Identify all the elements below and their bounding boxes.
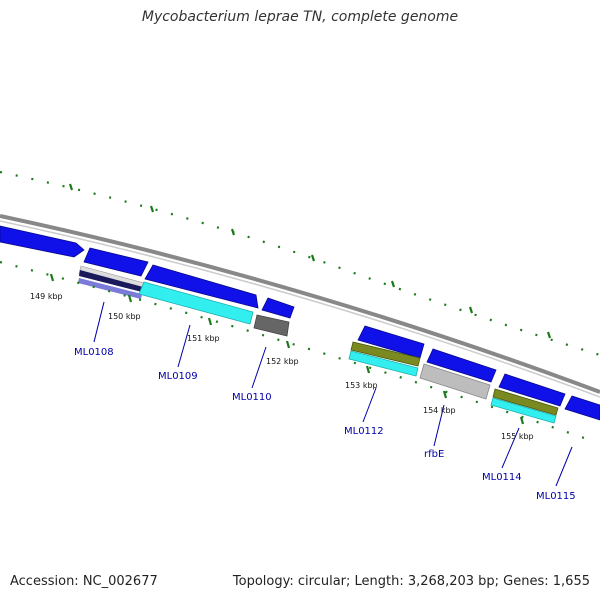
tick-label: 154 kbp	[423, 406, 456, 415]
backbone-inner	[0, 220, 600, 398]
gene-arrow	[261, 297, 295, 319]
inner-major-ticks	[49, 273, 525, 425]
map-title: Mycobacterium leprae TN, complete genome	[141, 9, 459, 25]
gene-label: ML0108	[74, 347, 114, 358]
gene-leader-lines	[93, 301, 573, 487]
tick-label: 149 kbp	[30, 292, 63, 301]
tick-label: 155 kbp	[501, 432, 534, 441]
gene-label: ML0112	[344, 426, 384, 437]
gene-label: ML0109	[158, 371, 198, 382]
inner-features	[78, 265, 559, 424]
gene-arrow	[564, 395, 600, 421]
outer-major-ticks	[68, 183, 552, 339]
tick-label: 153 kbp	[345, 381, 378, 390]
gene-label: rfbE	[424, 449, 444, 460]
forward-cds	[0, 225, 600, 421]
tick-label: 150 kbp	[108, 312, 141, 321]
tick-label: 152 kbp	[266, 357, 299, 366]
gene-arrow	[83, 247, 149, 277]
gene-label: ML0110	[232, 392, 272, 403]
backbone-outer	[0, 214, 600, 394]
gene-arrow	[498, 373, 566, 407]
gene-label: ML0114	[482, 472, 522, 483]
gene-arrow	[0, 225, 85, 258]
gene-label: ML0115	[536, 491, 576, 502]
outer-tick-ring	[0, 170, 600, 357]
accession-text: Accession: NC_002677	[10, 574, 158, 589]
tick-label: 151 kbp	[187, 334, 220, 343]
gene-labels: ML0108 ML0109 ML0110 ML0112 rfbE ML0114 …	[74, 347, 576, 502]
gene-arrow	[426, 348, 497, 383]
kbp-labels: 149 kbp 150 kbp 151 kbp 152 kbp 153 kbp …	[30, 292, 534, 441]
genome-summary-text: Topology: circular; Length: 3,268,203 bp…	[232, 574, 590, 589]
gene-arrow	[144, 264, 259, 309]
